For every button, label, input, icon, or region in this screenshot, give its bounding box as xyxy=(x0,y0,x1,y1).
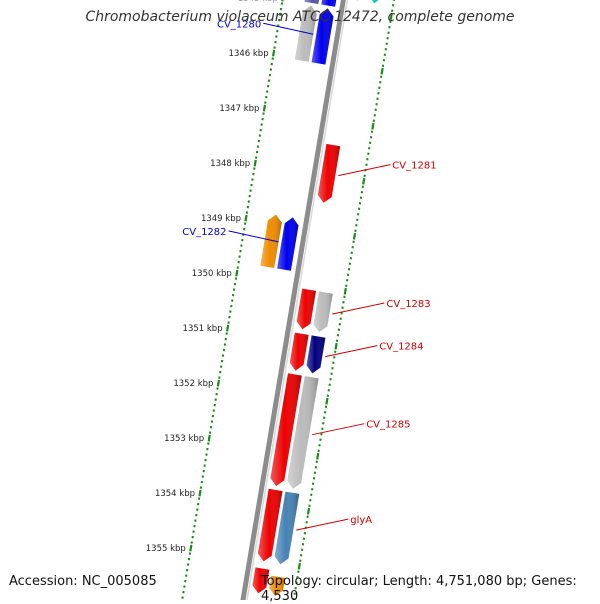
gene-arrow-12[interactable] xyxy=(307,335,326,373)
gene-label[interactable]: glyA xyxy=(350,515,372,526)
gene-label-connector xyxy=(332,303,384,314)
right-ring-tick xyxy=(363,178,364,184)
right-ring-tick xyxy=(299,563,300,569)
gene-features xyxy=(253,0,384,596)
map-title: Chromobacterium violaceum ATCC 12472, co… xyxy=(0,9,600,25)
left-ring-tick xyxy=(218,380,219,386)
gene-label-connector xyxy=(296,519,348,530)
gene-label-connector xyxy=(338,165,390,176)
scale-tick-label: 1345 kbp xyxy=(238,0,278,4)
gene-label-connector xyxy=(312,424,364,435)
gene-arrow-1[interactable] xyxy=(321,0,338,7)
gene-label[interactable]: CV_1284 xyxy=(379,342,423,353)
backbone-edge xyxy=(246,0,349,600)
gene-arrow-11[interactable] xyxy=(290,333,309,371)
left-ring-tick xyxy=(255,160,256,166)
gene-arrow-shade xyxy=(297,289,316,330)
gene-arrow-shade xyxy=(307,335,326,373)
right-ring-tick xyxy=(308,508,309,514)
scale-tick-label: 1347 kbp xyxy=(219,104,259,114)
gene-arrow-10[interactable] xyxy=(314,291,333,332)
gene-arrow-shade xyxy=(369,0,384,3)
gene-arrow-9[interactable] xyxy=(297,289,316,330)
right-ring-tick xyxy=(354,233,355,239)
left-ring-tick xyxy=(209,435,210,441)
left-ring-tick xyxy=(282,0,283,1)
scale-tick-label: 1352 kbp xyxy=(173,379,213,389)
gene-label[interactable]: CV_1282 xyxy=(182,227,226,238)
gene-arrow-shade xyxy=(314,291,333,332)
right-ring-tick xyxy=(326,398,327,404)
gene-label[interactable]: CV_1285 xyxy=(366,420,410,431)
right-ring-tick xyxy=(336,343,337,349)
left-ring-tick xyxy=(264,105,265,111)
left-ring-tick xyxy=(245,215,246,221)
right-ring-tick xyxy=(317,453,318,459)
scale-tick-label: 1348 kbp xyxy=(210,159,250,169)
scale-tick-label: 1351 kbp xyxy=(183,324,223,334)
gene-arrow-shade xyxy=(305,0,322,4)
gene-label[interactable]: CV_1283 xyxy=(386,299,430,310)
scale-tick-label: 1349 kbp xyxy=(201,214,241,224)
left-ring-tick xyxy=(199,490,200,496)
right-ring-tick xyxy=(372,123,373,129)
left-ring-tick xyxy=(236,270,237,276)
scale-tick-label: 1350 kbp xyxy=(192,269,232,279)
gene-arrow-shade xyxy=(290,333,309,371)
scale-tick-label: 1346 kbp xyxy=(229,49,269,59)
scale-ticks: 1345 kbp 1346 kbp 1347 kbp 1348 kbp 1349 kbp… xyxy=(146,0,278,554)
gene-label-connector xyxy=(325,346,377,357)
gene-arrow-shade xyxy=(321,0,338,7)
left-ring-tick xyxy=(190,545,191,551)
gene-arrow-3[interactable] xyxy=(369,0,384,3)
accession-text: Accession: NC_005085 xyxy=(9,574,157,589)
gene-label[interactable]: CV_1281 xyxy=(392,161,436,172)
gene-arrow-0[interactable] xyxy=(305,0,322,4)
scale-tick-label: 1355 kbp xyxy=(146,544,186,554)
scale-tick-label: 1353 kbp xyxy=(164,434,204,444)
right-ring-tick xyxy=(345,288,346,294)
scale-tick-label: 1354 kbp xyxy=(155,489,195,499)
left-ring-tick xyxy=(227,325,228,331)
left-ring-tick xyxy=(273,50,274,56)
right-ring-tick xyxy=(382,68,383,74)
